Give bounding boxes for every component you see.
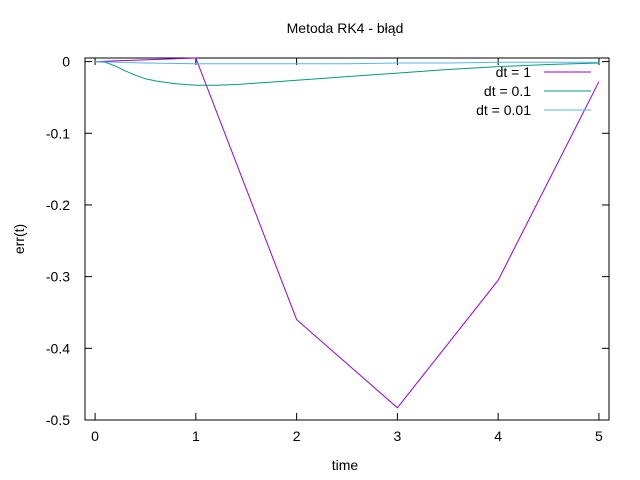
legend-label: dt = 1 [496, 64, 532, 80]
legend-label: dt = 0.01 [476, 102, 531, 118]
y-tick-label: -0.3 [46, 269, 70, 285]
legend-label: dt = 0.1 [484, 83, 531, 99]
series-line [95, 61, 599, 65]
y-tick-label: -0.4 [46, 340, 70, 356]
x-tick-label: 4 [494, 428, 502, 444]
legend: dt = 1 dt = 0.1 dt = 0.01 [476, 64, 591, 118]
x-tick-label: 3 [393, 428, 401, 444]
y-tick-label: 0 [62, 54, 70, 70]
x-tick-label: 2 [293, 428, 301, 444]
x-tick-label: 5 [595, 428, 603, 444]
y-tick-label: -0.5 [46, 412, 70, 428]
x-tick-label: 0 [91, 428, 99, 444]
x-tick-label: 1 [192, 428, 200, 444]
plot-frame [84, 57, 610, 421]
plot-area: 0 1 2 3 4 5 0 -0.1 -0.2 -0.3 -0.4 -0.5 [46, 54, 610, 444]
y-tick-label: -0.1 [46, 125, 70, 141]
y-tick-label: -0.2 [46, 197, 70, 213]
y-axis-label: err(t) [11, 224, 27, 254]
x-axis-label: time [332, 457, 359, 473]
chart-title: Metoda RK4 - błąd [287, 20, 404, 36]
series-line [95, 57, 600, 409]
series-line [95, 61, 599, 86]
